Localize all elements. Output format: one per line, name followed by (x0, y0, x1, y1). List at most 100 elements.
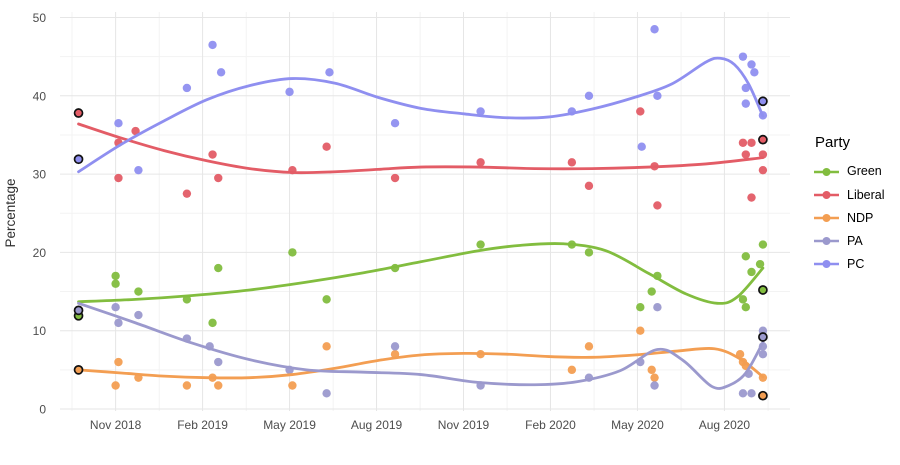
outlined-point-pc (73, 154, 84, 165)
point-liberal (747, 138, 756, 147)
point-liberal (208, 150, 217, 159)
outlined-point-pa (73, 305, 84, 316)
point-pc (208, 40, 217, 50)
trend-line-ndp (77, 346, 765, 380)
point-pc (114, 119, 123, 128)
legend-key-dot (822, 167, 831, 176)
point-green (134, 287, 143, 296)
point-green (208, 318, 217, 328)
outlined-point-pc (758, 96, 768, 107)
trend-line-pc (77, 56, 765, 174)
point-pc (741, 99, 751, 108)
legend-label: PC (847, 257, 865, 272)
point-ndp (288, 381, 297, 390)
legend-entry-liberal: Liberal (813, 183, 900, 206)
y-tick-label: 20 (33, 246, 47, 260)
point-liberal (738, 138, 748, 147)
point-pc (637, 142, 646, 151)
legend-key-icon (814, 167, 839, 176)
point-pc (584, 91, 594, 101)
point-pa (214, 357, 223, 367)
point-pa (390, 342, 400, 351)
chart-marks (73, 25, 768, 401)
point-green (741, 303, 751, 312)
point-pc (182, 83, 192, 93)
legend-entries: Green Liberal NDP PA PC (813, 160, 900, 276)
point-pa (653, 303, 662, 312)
point-ndp (182, 381, 192, 390)
point-pa (322, 389, 331, 398)
x-tick-label: Feb 2020 (525, 418, 576, 432)
outlined-point-ndp (73, 365, 84, 375)
point-ndp (567, 365, 577, 375)
point-ndp (647, 365, 656, 375)
y-tick-label: 50 (33, 11, 47, 25)
legend-key-dot (822, 213, 831, 222)
point-ndp (584, 342, 594, 351)
point-ndp (111, 381, 120, 390)
point-liberal (390, 173, 400, 183)
point-liberal (214, 173, 223, 183)
point-pa (650, 381, 659, 390)
point-pc (325, 68, 334, 77)
outlined-point-green (758, 285, 768, 295)
point-green (476, 240, 485, 249)
point-pa (747, 389, 756, 398)
point-pc (741, 83, 751, 93)
legend: Party Green Liberal NDP PA PC (813, 134, 900, 276)
point-liberal (114, 173, 123, 183)
legend-entry-pa: PA (813, 230, 900, 253)
outlined-point-liberal (758, 134, 768, 145)
x-tick-label: Aug 2019 (351, 418, 403, 432)
point-pc (285, 87, 294, 97)
point-green (741, 252, 751, 261)
point-green (636, 303, 645, 312)
x-tick-label: May 2020 (611, 418, 664, 432)
x-tick-label: Feb 2019 (177, 418, 228, 432)
legend-title: Party (815, 134, 851, 151)
point-green (214, 263, 223, 273)
point-pc (216, 68, 226, 77)
point-liberal (636, 107, 645, 116)
legend-key-dot (822, 237, 831, 246)
point-ndp (214, 381, 223, 390)
point-ndp (650, 373, 659, 382)
outlined-point-liberal (73, 108, 84, 118)
point-green (111, 271, 120, 281)
legend-label: NDP (847, 210, 874, 225)
legend-key-dot (822, 260, 831, 269)
point-green (758, 240, 768, 249)
point-liberal (182, 189, 192, 198)
legend-key-dot (822, 190, 831, 199)
point-green (322, 295, 331, 304)
point-pc (747, 60, 756, 69)
outlined-point-ndp (758, 390, 768, 401)
legend-entry-green: Green (813, 160, 900, 183)
point-liberal (584, 181, 594, 191)
point-green (738, 295, 748, 304)
trend-line-liberal (77, 122, 765, 175)
point-pc (650, 25, 659, 34)
y-tick-label: 30 (33, 168, 47, 182)
point-green (755, 259, 765, 269)
point-ndp (322, 342, 331, 351)
legend-label: Green (847, 164, 882, 179)
legend-key-icon (814, 260, 839, 269)
point-pa (738, 389, 748, 398)
x-tick-label: Aug 2020 (699, 418, 751, 432)
y-tick-label: 40 (33, 89, 47, 103)
point-liberal (131, 126, 140, 136)
point-ndp (114, 357, 123, 367)
trend-line-pa (77, 301, 765, 390)
point-liberal (747, 193, 756, 202)
legend-entry-ndp: NDP (813, 206, 900, 229)
point-pa (111, 303, 120, 312)
point-green (288, 248, 297, 257)
point-liberal (741, 150, 751, 159)
legend-entry-pc: PC (813, 253, 900, 276)
legend-label: PA (847, 233, 863, 248)
point-pc (738, 52, 748, 61)
point-green (584, 248, 594, 257)
point-ndp (636, 326, 645, 335)
y-axis-title: Percentage (3, 178, 18, 247)
